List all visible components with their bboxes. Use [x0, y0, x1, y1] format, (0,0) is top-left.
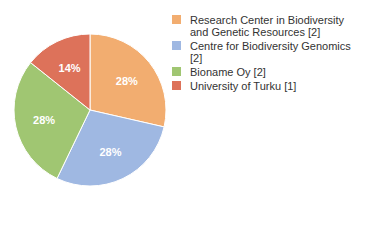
svg-text:28%: 28%: [33, 114, 55, 126]
html-text:University of Turku [1]: University of Turku [1]: [190, 80, 297, 92]
svg-text:14%: 14%: [59, 62, 81, 74]
svg-text:28%: 28%: [99, 146, 121, 158]
html-text:Centre for Biodiversity Genomi: Centre for Biodiversity Genomics [2]: [190, 40, 351, 64]
svg-text:28%: 28%: [116, 75, 138, 87]
html-text:Research Center in Biodiversit: Research Center in Biodiversity and Gene…: [190, 14, 345, 38]
html-text:Bioname Oy [2]: Bioname Oy [2]: [190, 66, 266, 78]
